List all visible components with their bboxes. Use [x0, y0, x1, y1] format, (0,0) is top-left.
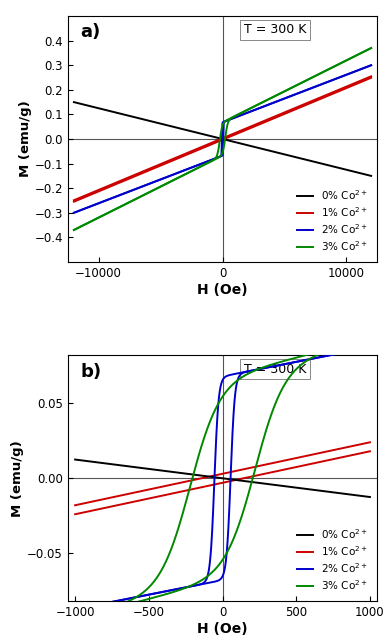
- Legend: 0% Co$^{2+}$, 1% Co$^{2+}$, 2% Co$^{2+}$, 3% Co$^{2+}$: 0% Co$^{2+}$, 1% Co$^{2+}$, 2% Co$^{2+}$…: [293, 523, 372, 596]
- Text: T = 300 K: T = 300 K: [244, 23, 307, 37]
- Text: T = 300 K: T = 300 K: [244, 363, 307, 376]
- Y-axis label: M (emu/g): M (emu/g): [11, 440, 24, 517]
- X-axis label: H (Oe): H (Oe): [197, 622, 248, 636]
- Y-axis label: M (emu/g): M (emu/g): [19, 100, 32, 177]
- X-axis label: H (Oe): H (Oe): [197, 282, 248, 296]
- Text: b): b): [80, 363, 101, 381]
- Text: a): a): [80, 23, 100, 41]
- Legend: 0% Co$^{2+}$, 1% Co$^{2+}$, 2% Co$^{2+}$, 3% Co$^{2+}$: 0% Co$^{2+}$, 1% Co$^{2+}$, 2% Co$^{2+}$…: [293, 184, 372, 257]
